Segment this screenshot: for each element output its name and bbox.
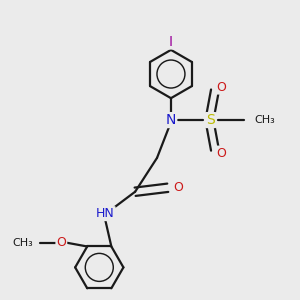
Text: I: I	[169, 34, 173, 49]
Text: CH₃: CH₃	[254, 115, 275, 125]
Text: O: O	[216, 147, 226, 160]
Text: O: O	[56, 236, 66, 249]
Text: HN: HN	[96, 207, 115, 220]
Text: S: S	[206, 113, 215, 127]
Text: CH₃: CH₃	[13, 238, 34, 248]
Text: O: O	[173, 181, 183, 194]
Text: N: N	[166, 113, 176, 127]
Text: O: O	[216, 81, 226, 94]
